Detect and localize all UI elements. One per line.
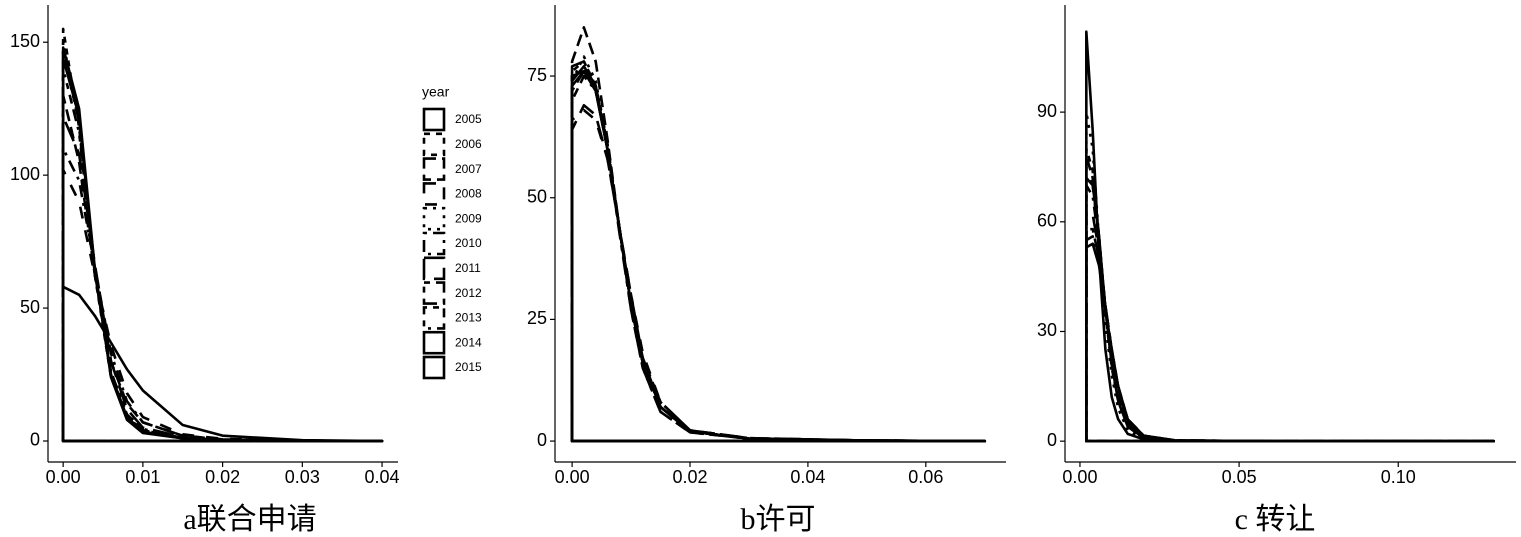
legend-label: 2013 <box>455 311 482 325</box>
density-curve <box>1085 176 1496 443</box>
x-tick-label: 0.03 <box>285 467 320 487</box>
density-curve <box>61 115 384 443</box>
legend-label: 2012 <box>455 286 482 300</box>
legend-key <box>422 206 446 231</box>
density-curve <box>570 60 987 443</box>
legend-key <box>422 132 446 157</box>
density-curve <box>570 69 987 443</box>
x-tick-label: 0.04 <box>790 467 825 487</box>
legend-key <box>422 107 446 132</box>
legend-key <box>422 281 446 305</box>
y-tick-label: 60 <box>1037 211 1057 231</box>
density-curve <box>1085 209 1496 443</box>
density-curve <box>1085 183 1496 443</box>
x-tick-label: 0.05 <box>1222 467 1257 487</box>
density-curve <box>570 55 987 443</box>
y-tick-label: 50 <box>527 186 547 206</box>
y-tick-label: 30 <box>1037 320 1057 340</box>
panel-caption: a联合申请 <box>183 503 316 536</box>
density-curve <box>61 46 384 443</box>
legend-key <box>422 355 446 380</box>
y-tick-label: 0 <box>1047 430 1057 450</box>
legend-label: 2005 <box>455 112 482 126</box>
density-curve <box>570 26 987 443</box>
density-curve <box>61 147 384 443</box>
legend-key <box>422 231 446 256</box>
legend-label: 2009 <box>455 211 482 225</box>
panel-caption: c 转让 <box>1235 503 1316 536</box>
density-curve <box>1085 242 1496 443</box>
density-curve <box>1085 147 1496 443</box>
legend-label: 2008 <box>455 187 482 201</box>
y-tick-label: 50 <box>20 297 40 317</box>
density-curve <box>1085 154 1496 443</box>
density-curve <box>61 67 384 443</box>
legend-key <box>422 157 446 181</box>
y-tick-label: 0 <box>30 430 40 450</box>
x-tick-label: 0.04 <box>365 467 400 487</box>
panel-caption: b许可 <box>741 503 816 536</box>
legend-title: year <box>422 84 450 100</box>
legend-label: 2007 <box>455 162 482 176</box>
density-curve <box>1085 165 1496 443</box>
density-curve <box>570 60 987 443</box>
density-curve <box>61 51 384 443</box>
density-curve <box>61 40 384 443</box>
x-tick-label: 0.10 <box>1381 467 1416 487</box>
y-tick-label: 0 <box>537 430 547 450</box>
x-tick-label: 0.02 <box>205 467 240 487</box>
density-curve <box>570 65 987 443</box>
legend-label: 2006 <box>455 137 482 151</box>
legend-key <box>422 256 446 281</box>
legend-label: 2011 <box>455 261 481 275</box>
y-tick-label: 75 <box>527 65 547 85</box>
x-tick-label: 0.00 <box>46 467 81 487</box>
x-tick-label: 0.01 <box>125 467 160 487</box>
y-tick-label: 100 <box>10 164 40 184</box>
legend-key <box>422 182 446 206</box>
density-curve <box>61 94 384 443</box>
legend-key <box>422 306 446 330</box>
density-curve <box>1085 235 1496 443</box>
x-tick-label: 0.06 <box>908 467 943 487</box>
y-tick-label: 150 <box>10 31 40 51</box>
legend-key <box>422 330 446 355</box>
density-curve <box>1085 227 1496 443</box>
x-tick-label: 0.00 <box>1062 467 1097 487</box>
x-tick-label: 0.02 <box>672 467 707 487</box>
legend-label: 2015 <box>455 360 482 374</box>
density-curve <box>570 103 987 443</box>
density-curve <box>570 108 987 443</box>
density-curve <box>570 74 987 443</box>
legend-label: 2010 <box>455 236 482 250</box>
density-curve <box>61 168 384 443</box>
density-curve <box>61 56 384 443</box>
density-curve <box>570 69 987 443</box>
density-curve <box>1085 110 1496 443</box>
density-curve <box>570 69 987 443</box>
density-curve <box>1085 30 1496 443</box>
y-tick-label: 90 <box>1037 101 1057 121</box>
y-tick-label: 25 <box>527 308 547 328</box>
x-tick-label: 0.00 <box>555 467 590 487</box>
legend-label: 2014 <box>455 335 482 349</box>
